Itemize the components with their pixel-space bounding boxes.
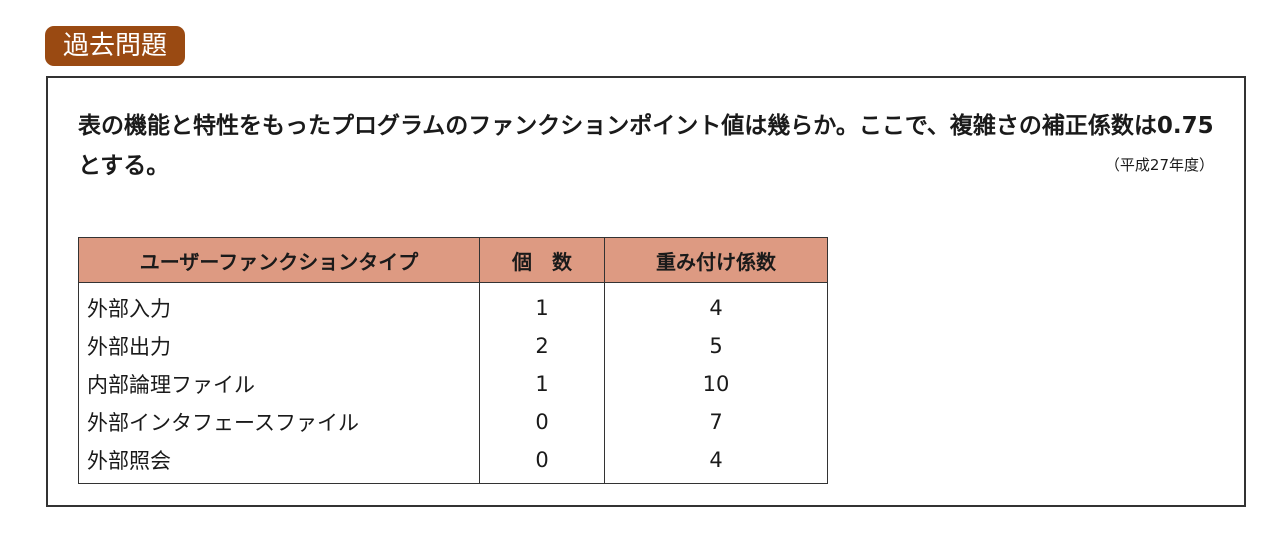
cell-type: 外部照会: [78, 441, 480, 484]
cell-count: 1: [479, 282, 605, 327]
question-box: 表の機能と特性をもったプログラムのファンクションポイント値は幾らか。ここで、複雑…: [46, 76, 1246, 507]
cell-type: 外部インタフェースファイル: [78, 403, 480, 441]
cell-count: 1: [479, 365, 605, 403]
function-type-table: ユーザーファンクションタイプ 個 数 重み付け係数 外部入力 1 4 外部出力 2 5 内部…: [78, 237, 828, 484]
table-row: 外部照会 0 4: [78, 441, 828, 484]
past-question-badge: 過去問題: [45, 26, 185, 66]
question-source: （平成27年度）: [1104, 156, 1214, 174]
cell-count: 0: [479, 403, 605, 441]
table-row: 外部入力 1 4: [78, 282, 828, 327]
cell-type: 内部論理ファイル: [78, 365, 480, 403]
cell-weight: 10: [604, 365, 828, 403]
table-row: 内部論理ファイル 1 10: [78, 365, 828, 403]
cell-count: 2: [479, 327, 605, 365]
cell-weight: 7: [604, 403, 828, 441]
table-row: 外部出力 2 5: [78, 327, 828, 365]
header-count: 個 数: [479, 237, 605, 283]
header-type: ユーザーファンクションタイプ: [78, 237, 480, 283]
question-text: 表の機能と特性をもったプログラムのファンクションポイント値は幾らか。ここで、複雑…: [78, 113, 1214, 179]
cell-weight: 5: [604, 327, 828, 365]
cell-weight: 4: [604, 441, 828, 484]
header-weight: 重み付け係数: [604, 237, 828, 283]
cell-type: 外部入力: [78, 282, 480, 327]
cell-weight: 4: [604, 282, 828, 327]
table-header-row: ユーザーファンクションタイプ 個 数 重み付け係数: [78, 237, 828, 283]
cell-type: 外部出力: [78, 327, 480, 365]
cell-count: 0: [479, 441, 605, 484]
table-row: 外部インタフェースファイル 0 7: [78, 403, 828, 441]
